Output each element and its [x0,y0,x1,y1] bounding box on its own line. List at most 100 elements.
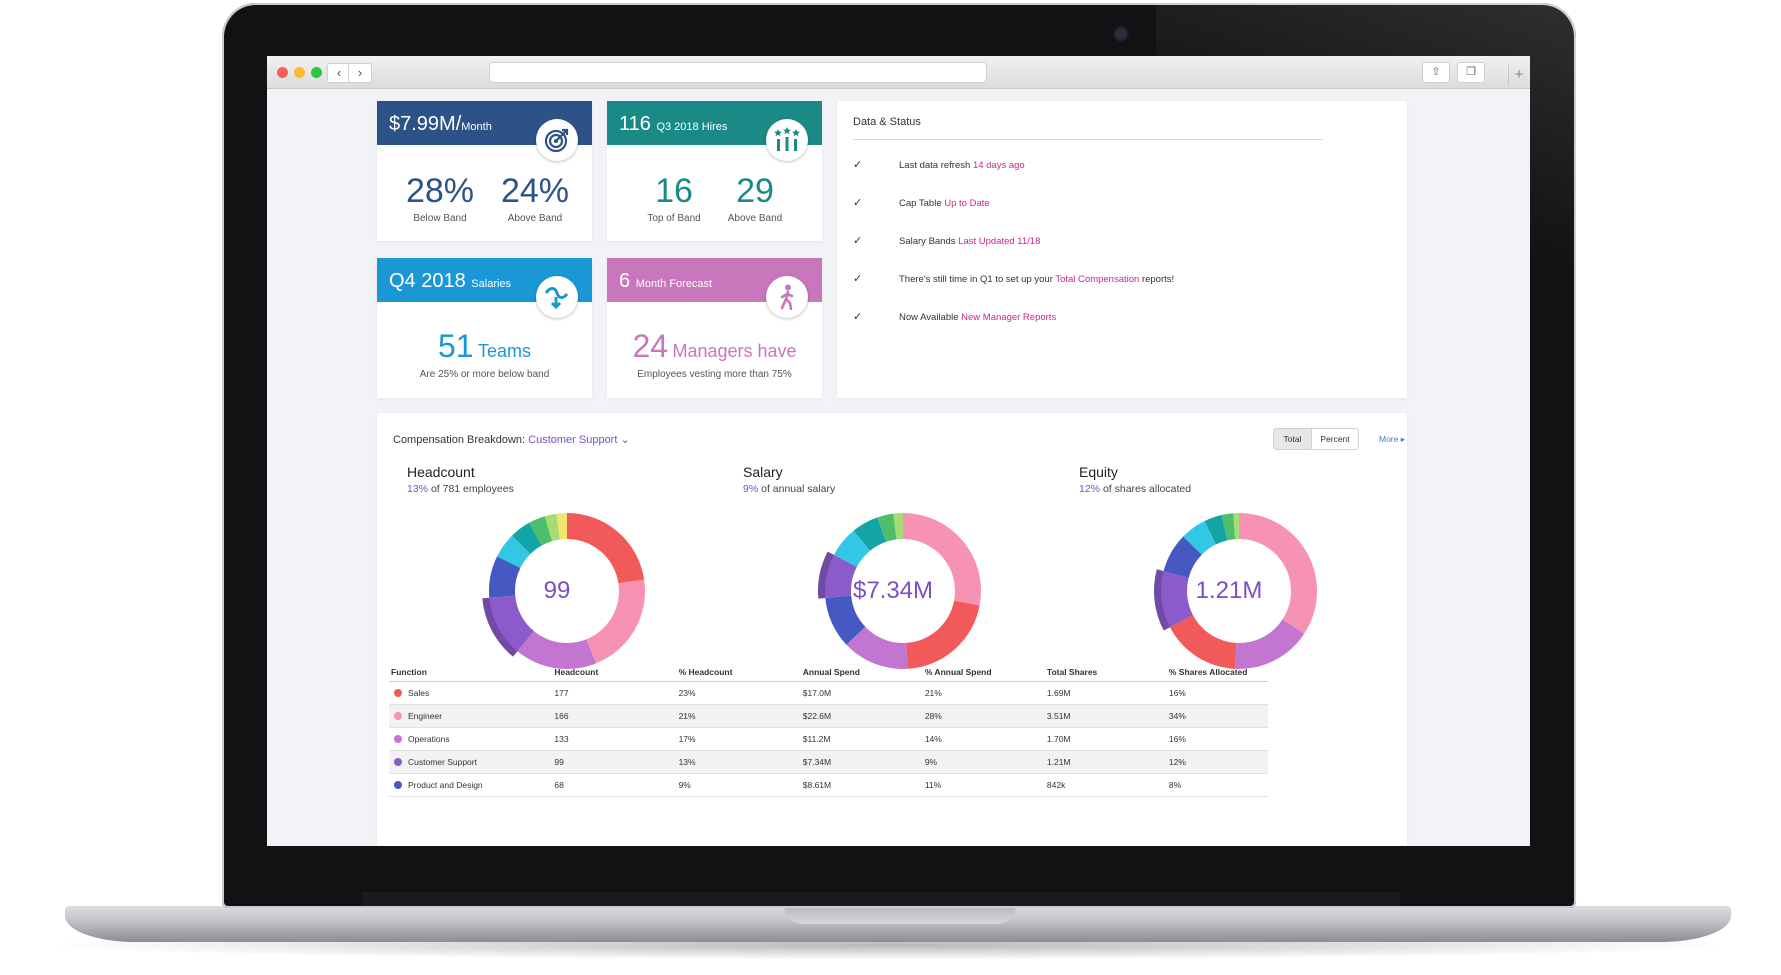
address-bar[interactable] [489,62,987,83]
chart-subtitle: 9% of annual salary [743,483,835,495]
chart-subtitle: 13% of 781 employees [407,483,514,495]
table-row[interactable]: Engineer 166 21% $22.6M 28% 3.51M 34% [389,704,1268,728]
card-header-value: Q4 2018 [389,270,466,292]
minimize-window-button[interactable] [294,67,305,78]
donut-slice[interactable] [1183,521,1216,555]
new-tab-button[interactable]: + [1508,65,1529,85]
column-header[interactable]: Function [389,663,553,682]
status-text-after: reports! [1141,274,1175,285]
salaries-card[interactable]: Q4 2018 Salaries 51 Teams Are 25% or mor… [377,258,592,398]
chart-subtitle: 12% of shares allocated [1079,483,1191,495]
back-button[interactable]: ‹ [327,63,351,83]
donut-slice[interactable] [497,535,531,568]
toggle-percent[interactable]: Percent [1311,428,1359,450]
pct-shares-cell: 34% [1166,704,1268,728]
panel-title: Data & Status [853,116,921,128]
donut-slice[interactable] [903,513,981,606]
table-row[interactable]: Sales 177 23% $17.0M 21% 1.69M 16% [389,681,1268,705]
pct-headcount-cell: 9% [676,773,801,797]
status-link[interactable]: 14 days ago [972,160,1025,171]
donut-slice[interactable] [825,595,866,645]
pct-spend-cell: 21% [922,681,1045,705]
hires-card[interactable]: 116 Q3 2018 Hires 16 Top of Band 29 Abov… [607,101,822,241]
donut-slice-highlight [818,551,834,599]
status-link[interactable]: Last Updated 11/18 [958,236,1041,247]
donut-slice[interactable] [1239,513,1317,634]
donut-slice[interactable] [893,513,903,540]
donut-slice[interactable] [529,516,553,546]
donut-slice[interactable] [846,626,908,669]
forward-button[interactable]: › [348,63,372,83]
monthly-spend-card[interactable]: $7.99M/Month 28% Below Band 24% Above Ba… [377,101,592,241]
status-item: ✓ There's still time in Q1 to set up your… [853,272,1174,285]
status-link[interactable]: Total Compensation [1055,274,1140,285]
stat-value: 29 [736,172,774,210]
table-row[interactable]: Operations 133 17% $11.2M 14% 1.70M 16% [389,727,1268,751]
stat-unit: Teams [478,341,532,361]
forecast-card[interactable]: 6 Month Forecast 24 Managers have Employ… [607,258,822,398]
pct-headcount-cell: 13% [676,750,801,774]
donut-slice[interactable] [1169,615,1237,669]
function-select[interactable]: Customer Support ⌄ [528,434,630,446]
status-item: ✓ Salary Bands Last Updated 11/18 [853,234,1040,247]
donut-slice[interactable] [1221,513,1236,541]
donut-slice[interactable] [1204,514,1228,545]
column-header[interactable]: Headcount [552,663,677,682]
more-link[interactable]: More ▸ [1379,434,1405,444]
card-header-unit: Salaries [471,278,512,290]
donut-slice[interactable] [877,513,897,542]
pct-spend-cell: 11% [922,773,1045,797]
shares-cell: 842k [1044,773,1167,797]
pct-headcount-cell: 21% [676,704,801,728]
chart-title: Headcount [407,464,475,480]
legend-swatch [394,735,402,743]
maximize-window-button[interactable] [311,67,322,78]
donut-slice[interactable] [567,513,645,584]
donut-slice[interactable] [853,517,886,551]
column-header[interactable]: % Shares Allocated [1166,663,1268,682]
status-item: ✓ Last data refresh 14 days ago [853,158,1025,171]
donut-slice[interactable] [517,631,597,669]
table-header-row: Function Headcount % Headcount Annual Sp… [389,663,1268,682]
spend-cell: $7.34M [800,750,923,774]
column-header[interactable]: % Annual Spend [922,663,1045,682]
managers-stat: 24 Managers have Employees vesting more … [607,328,822,380]
legend-swatch [394,758,402,766]
stat-unit: Managers have [672,341,797,361]
column-header[interactable]: Annual Spend [800,663,923,682]
donut-slice[interactable] [482,595,534,657]
column-header[interactable]: % Headcount [676,663,801,682]
breakdown-table: Function Headcount % Headcount Annual Sp… [389,663,1268,797]
donut-slice[interactable] [1163,536,1202,578]
pct-spend-cell: 9% [922,750,1045,774]
share-icon[interactable]: ⇧ [1422,62,1450,83]
donut-slice[interactable] [544,513,560,542]
pct-shares-cell: 16% [1166,681,1268,705]
headcount-cell: 177 [552,681,677,705]
column-header[interactable]: Total Shares [1044,663,1167,682]
donut-slice[interactable] [1234,619,1305,669]
laptop-notch [784,906,1016,924]
donut-slice[interactable] [512,522,542,555]
toggle-total[interactable]: Total [1273,428,1312,450]
donut-slice[interactable] [906,600,980,669]
status-link[interactable]: New Manager Reports [961,312,1057,323]
spend-cell: $8.61M [800,773,923,797]
donut-slice[interactable] [818,551,857,599]
data-status-panel: Data & Status ✓ Last data refresh 14 days… [837,101,1407,398]
table-row[interactable]: Product and Design 68 9% $8.61M 11% 842k 8% [389,773,1268,797]
donut-slice[interactable] [556,513,567,540]
status-link[interactable]: Up to Date [944,198,990,209]
donut-slice[interactable] [833,530,871,567]
table-row[interactable]: Customer Support 99 13% $7.34M 9% 1.21M 12% [389,750,1268,774]
donut-slice[interactable] [586,579,645,664]
donut-slice[interactable] [1154,569,1193,631]
donut-slice[interactable] [489,556,521,598]
stat-label: Are 25% or more below band [419,369,550,380]
status-item: ✓ Now Available New Manager Reports [853,310,1056,323]
donut-slice[interactable] [1233,513,1239,540]
spend-cell: $17.0M [800,681,923,705]
close-window-button[interactable] [277,67,288,78]
check-icon: ✓ [853,235,863,247]
tabs-overview-icon[interactable]: ❐ [1457,62,1485,83]
